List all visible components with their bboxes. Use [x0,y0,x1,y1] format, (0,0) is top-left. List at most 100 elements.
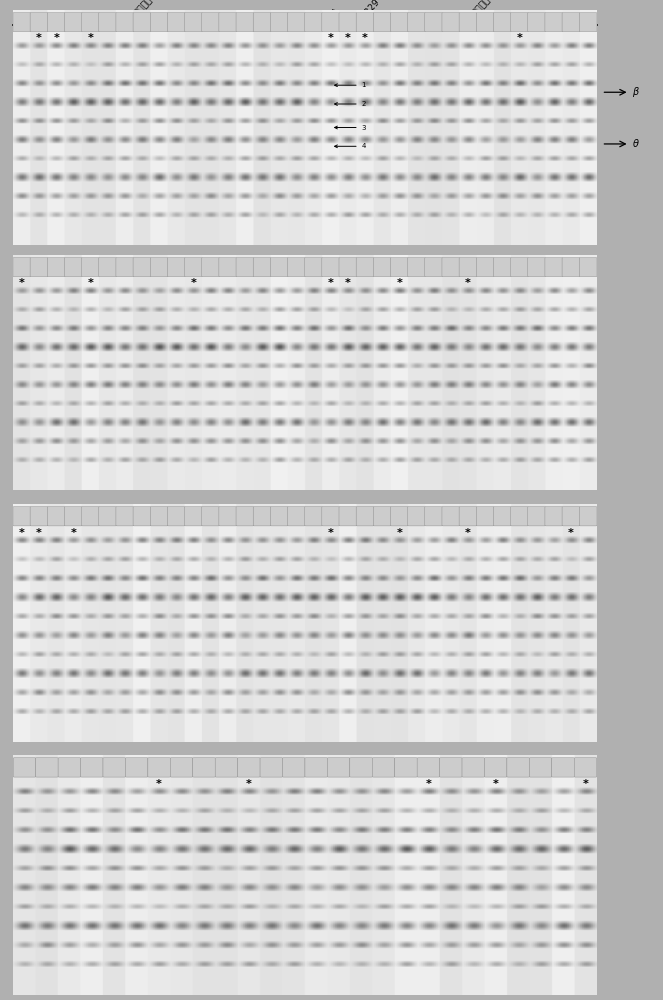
Text: *: * [362,33,368,43]
Text: *: * [70,528,76,538]
FancyBboxPatch shape [151,507,168,526]
FancyBboxPatch shape [425,13,443,32]
FancyBboxPatch shape [459,13,477,32]
FancyBboxPatch shape [322,507,339,526]
FancyBboxPatch shape [528,258,546,277]
FancyBboxPatch shape [408,258,426,277]
FancyBboxPatch shape [47,13,65,32]
FancyBboxPatch shape [116,507,134,526]
Text: *: * [345,33,351,43]
Text: *: * [19,528,25,538]
FancyBboxPatch shape [485,758,507,777]
Text: 2: 2 [335,101,366,107]
FancyBboxPatch shape [493,258,511,277]
FancyBboxPatch shape [184,258,202,277]
FancyBboxPatch shape [476,258,494,277]
FancyBboxPatch shape [305,507,322,526]
FancyBboxPatch shape [271,13,288,32]
FancyBboxPatch shape [442,13,459,32]
FancyBboxPatch shape [391,13,408,32]
FancyBboxPatch shape [64,13,82,32]
Text: *: * [583,779,589,789]
FancyBboxPatch shape [579,13,597,32]
FancyBboxPatch shape [219,507,237,526]
FancyBboxPatch shape [339,507,357,526]
FancyBboxPatch shape [528,507,546,526]
Text: *: * [328,33,333,43]
FancyBboxPatch shape [47,258,65,277]
FancyBboxPatch shape [80,758,103,777]
Text: 3: 3 [335,124,366,130]
FancyBboxPatch shape [511,507,528,526]
Text: *: * [19,278,25,288]
FancyBboxPatch shape [545,258,563,277]
Text: *: * [36,33,42,43]
FancyBboxPatch shape [202,507,219,526]
FancyBboxPatch shape [440,758,462,777]
FancyBboxPatch shape [236,258,254,277]
FancyBboxPatch shape [151,258,168,277]
FancyBboxPatch shape [545,13,563,32]
FancyBboxPatch shape [305,758,328,777]
Text: *: * [190,278,196,288]
Text: 4: 4 [335,143,366,149]
FancyBboxPatch shape [408,507,426,526]
FancyBboxPatch shape [82,13,99,32]
FancyBboxPatch shape [442,258,459,277]
FancyBboxPatch shape [236,507,254,526]
FancyBboxPatch shape [529,758,552,777]
Text: 待鉴定杂交种: 待鉴定杂交种 [464,0,493,25]
FancyBboxPatch shape [99,258,117,277]
Text: 待鉴定杂交种: 待鉴定杂交种 [126,0,154,25]
FancyBboxPatch shape [103,758,125,777]
FancyBboxPatch shape [64,258,82,277]
FancyBboxPatch shape [356,258,374,277]
FancyBboxPatch shape [13,258,30,277]
Text: *: * [53,33,59,43]
FancyBboxPatch shape [13,13,30,32]
FancyBboxPatch shape [305,13,322,32]
FancyBboxPatch shape [579,507,597,526]
FancyBboxPatch shape [356,507,374,526]
FancyBboxPatch shape [202,13,219,32]
FancyBboxPatch shape [271,507,288,526]
FancyBboxPatch shape [339,13,357,32]
FancyBboxPatch shape [99,13,117,32]
FancyBboxPatch shape [417,758,440,777]
FancyBboxPatch shape [579,258,597,277]
FancyBboxPatch shape [328,758,350,777]
FancyBboxPatch shape [288,258,305,277]
FancyBboxPatch shape [99,507,117,526]
FancyBboxPatch shape [545,507,563,526]
FancyBboxPatch shape [511,13,528,32]
FancyBboxPatch shape [219,258,237,277]
FancyBboxPatch shape [391,507,408,526]
FancyBboxPatch shape [305,258,322,277]
Text: *: * [465,278,471,288]
FancyBboxPatch shape [322,258,339,277]
FancyBboxPatch shape [574,758,597,777]
FancyBboxPatch shape [493,13,511,32]
Text: *: * [493,779,499,789]
FancyBboxPatch shape [167,13,185,32]
FancyBboxPatch shape [288,507,305,526]
Text: *: * [568,528,574,538]
Text: β: β [633,87,638,97]
FancyBboxPatch shape [507,758,530,777]
FancyBboxPatch shape [476,507,494,526]
FancyBboxPatch shape [339,258,357,277]
FancyBboxPatch shape [562,507,580,526]
FancyBboxPatch shape [442,507,459,526]
FancyBboxPatch shape [288,13,305,32]
FancyBboxPatch shape [462,758,485,777]
FancyBboxPatch shape [64,507,82,526]
FancyBboxPatch shape [493,507,511,526]
FancyBboxPatch shape [219,13,237,32]
FancyBboxPatch shape [170,758,193,777]
Text: *: * [328,528,333,538]
FancyBboxPatch shape [373,13,391,32]
FancyBboxPatch shape [13,507,30,526]
FancyBboxPatch shape [237,758,260,777]
FancyBboxPatch shape [82,507,99,526]
FancyBboxPatch shape [148,758,170,777]
